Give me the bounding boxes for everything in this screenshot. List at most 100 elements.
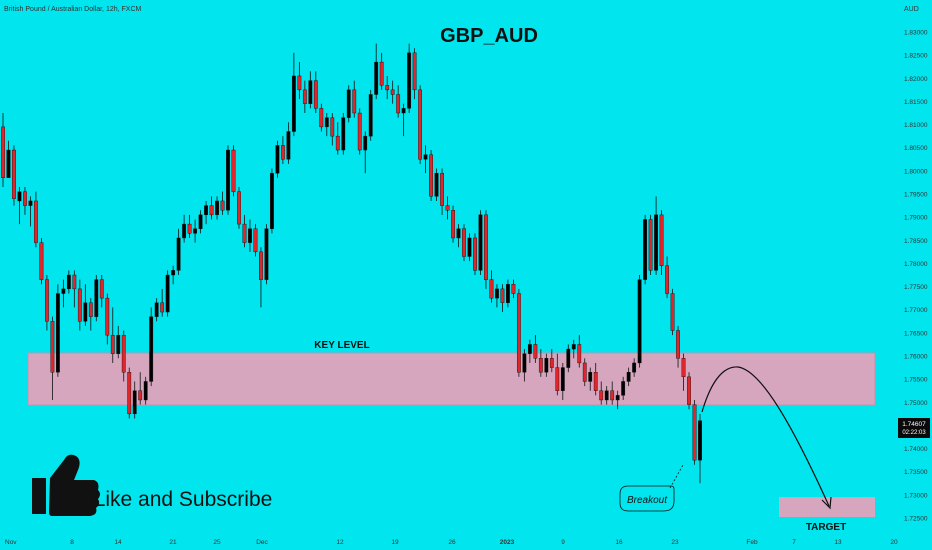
x-tick-label: 21 (169, 539, 177, 546)
candle-body-bear (445, 205, 450, 211)
candle (495, 284, 499, 308)
candle-body-bear (412, 52, 417, 91)
y-tick-label: 1.81500 (904, 99, 928, 106)
candle-body-bear (357, 112, 362, 151)
candle (110, 307, 115, 363)
candle (698, 413, 702, 484)
candle-body-bear (665, 265, 669, 294)
candle (478, 210, 483, 275)
candle (138, 372, 143, 405)
candle-body-bull (94, 279, 99, 317)
candle-body-bear (687, 376, 691, 405)
candle (308, 71, 313, 109)
candle-body-bear (99, 279, 104, 299)
y-tick-label: 1.72500 (904, 516, 928, 523)
candle (270, 168, 274, 234)
candle (621, 376, 626, 400)
candle (330, 113, 335, 146)
x-tick-label: 16 (615, 539, 623, 546)
breakout-callout: Breakout (619, 464, 684, 512)
candle (352, 80, 357, 118)
y-tick-label: 1.76000 (904, 354, 928, 361)
y-tick-label: 1.77000 (904, 307, 928, 314)
candle-body-bull (182, 223, 187, 239)
candle-body-bull (566, 348, 571, 368)
candle-body-bear (462, 228, 466, 257)
candle-body-bear (330, 117, 335, 137)
candle (198, 210, 203, 234)
price-tag: 1.74607 02:22:03 (898, 418, 930, 438)
candle (248, 219, 252, 252)
candle-body-bear (313, 80, 318, 109)
candle (297, 62, 302, 100)
candle-body-bull (149, 316, 154, 382)
candle (473, 233, 477, 275)
candle (17, 187, 22, 225)
candle-body-bear (599, 390, 604, 401)
candle (220, 191, 225, 215)
candle-body-bull (626, 372, 631, 382)
x-tick-label: 13 (834, 539, 842, 546)
candle-body-bull (226, 149, 230, 211)
y-tick-label: 1.80500 (904, 145, 928, 152)
candle-body-bull (654, 214, 658, 271)
x-tick-label: 8 (70, 539, 74, 546)
x-tick-label: 25 (213, 539, 221, 546)
x-tick-label: 14 (114, 539, 122, 546)
candle (560, 362, 565, 400)
candle (34, 191, 38, 248)
cta-text: Like and Subscribe (94, 488, 273, 511)
candle (604, 386, 609, 405)
candle (692, 399, 697, 465)
candle (681, 353, 686, 391)
x-tick-label: 26 (448, 539, 456, 546)
candle (6, 140, 11, 178)
candle-body-bull (308, 80, 313, 104)
candle (390, 80, 395, 104)
candle (291, 52, 296, 137)
candle-body-bear (610, 390, 615, 401)
candle (484, 210, 488, 289)
target-label: TARGET (806, 522, 846, 533)
candle-body-bear (648, 219, 653, 271)
candle-body-bear (681, 358, 686, 378)
candle-body-bull (560, 367, 565, 391)
candle (39, 237, 44, 285)
y-tick-label: 1.79500 (904, 192, 928, 199)
candle (582, 358, 587, 387)
projection-arrow (701, 366, 832, 510)
candle (418, 85, 423, 164)
candle-body-bear (34, 200, 38, 243)
candle-body-bear (577, 344, 582, 364)
candle-body-bear (1, 126, 5, 178)
candle-body-bull (346, 89, 351, 118)
candle-body-bull (66, 274, 71, 290)
x-tick-label: Feb (746, 539, 758, 546)
candle-body-bull (621, 381, 626, 396)
y-tick-label: 1.81000 (904, 122, 928, 129)
candle-body-bear (297, 75, 302, 91)
candle (116, 325, 121, 359)
candle-body-bull (176, 237, 181, 271)
y-tick-label: 1.76500 (904, 330, 928, 337)
candle (374, 43, 379, 100)
candle (555, 353, 560, 396)
candle (149, 307, 154, 387)
candle (445, 196, 450, 220)
candle (1, 113, 5, 188)
candle-body-bear (88, 302, 93, 317)
y-tick-label: 1.80000 (904, 168, 928, 175)
candle-body-bear (23, 191, 27, 206)
currency-label: AUD (904, 6, 919, 13)
candle (259, 247, 263, 308)
candle-body-bear (12, 149, 16, 199)
x-axis: Nov 8 14 21 25 Dec 12 19 26 2023 9 16 23 Feb 7 13 20 (5, 539, 898, 546)
candle-body-bear (187, 223, 192, 234)
y-tick-label: 1.78000 (904, 261, 928, 268)
x-tick-label: 12 (336, 539, 344, 546)
symbol-info: British Pound / Australian Dollar, 12h, … (4, 6, 142, 13)
candle (544, 353, 549, 377)
candle-body-bull (132, 390, 137, 415)
candle-body-bear (396, 94, 401, 114)
